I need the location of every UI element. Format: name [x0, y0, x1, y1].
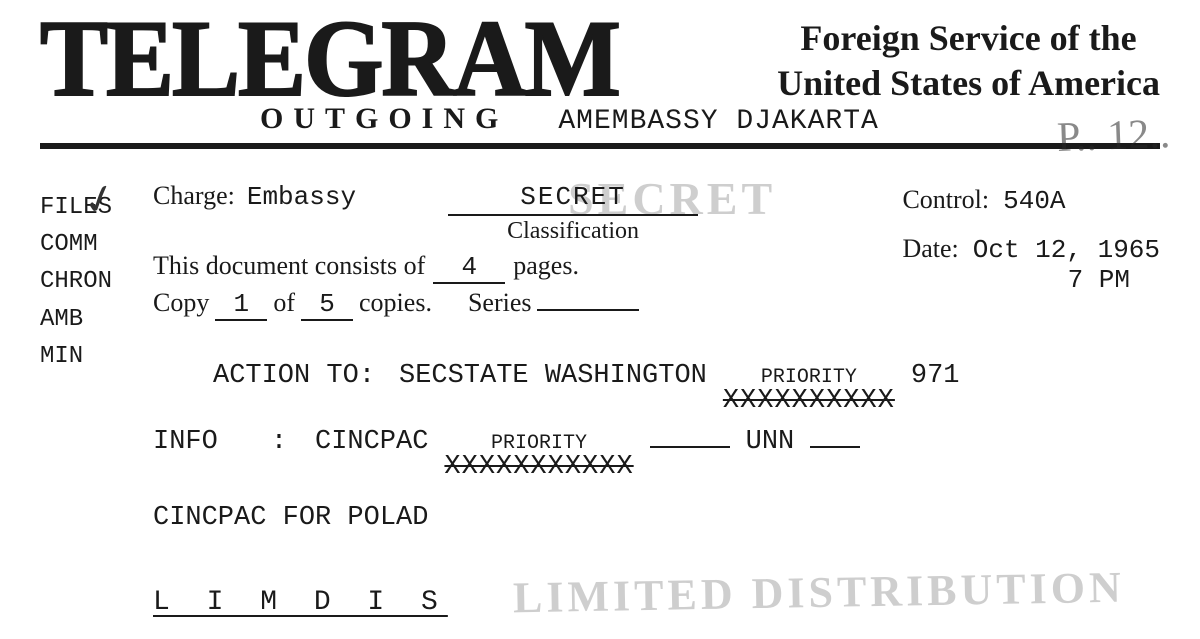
info-label: INFO [153, 415, 243, 469]
copy-of: of [273, 288, 295, 318]
time-row: 7 PM [902, 265, 1160, 295]
date-row: Date: Oct 12, 1965 [902, 234, 1160, 265]
series-label: Series [468, 288, 532, 318]
agency-line-1: Foreign Service of the [777, 16, 1160, 61]
control-label: Control: [902, 185, 989, 215]
pages-prefix: This document consists of [153, 251, 425, 281]
info-precedence-over: PRIORITY [491, 434, 587, 454]
action-number: 971 [911, 349, 960, 403]
agency-name: Foreign Service of the United States of … [777, 10, 1160, 106]
info-tag: UNN [746, 415, 795, 469]
charge-label: Charge: [153, 181, 235, 211]
limited-distribution-stamp: LIMITED DISTRIBUTION [512, 544, 1125, 639]
telegram-document: TELEGRAM Foreign Service of the United S… [0, 0, 1200, 631]
copy-number: 1 [215, 289, 267, 321]
action-label: ACTION TO: [213, 349, 383, 403]
info-precedence-struck: XXXXXXXXXXX [444, 454, 633, 481]
distribution-sidebar: ✓ FILES COMM CHRON AMB MIN [40, 167, 135, 375]
masthead: TELEGRAM Foreign Service of the United S… [40, 10, 1160, 106]
header-block: Control: 540A Date: Oct 12, 1965 7 PM Ch… [153, 167, 1160, 631]
info-destination: CINCPAC [315, 415, 428, 469]
info-row: INFO : CINCPAC PRIORITY XXXXXXXXXXX UNN [213, 415, 1160, 481]
agency-line-2: United States of America [777, 61, 1160, 106]
action-destination: SECSTATE WASHINGTON [399, 349, 707, 403]
limdis-marking: L I M D I S [153, 587, 448, 618]
masthead-rule [40, 143, 1160, 149]
sidebar-item: AMB [40, 301, 135, 338]
pages-suffix: pages. [513, 251, 579, 281]
action-precedence-over: PRIORITY [761, 368, 857, 388]
date-value: Oct 12, 1965 [973, 235, 1160, 265]
control-row: Control: 540A [902, 185, 1160, 216]
sidebar-item: COMM [40, 226, 135, 263]
classification-block: SECRET Classification SECRET [448, 182, 698, 245]
handwritten-annotation: P.. 12.. [1056, 110, 1171, 162]
control-date-column: Control: 540A Date: Oct 12, 1965 7 PM [902, 185, 1160, 295]
copy-suffix: copies. [359, 288, 432, 318]
series-value [537, 309, 639, 311]
sidebar-item: MIN [40, 338, 135, 375]
date-label: Date: [902, 234, 958, 264]
action-precedence: PRIORITY XXXXXXXXXX [723, 368, 895, 415]
cincpac-polad-line: CINCPAC FOR POLAD [153, 491, 1160, 545]
copy-total: 5 [301, 289, 353, 321]
info-precedence: PRIORITY XXXXXXXXXXX [444, 434, 633, 481]
routing-block: ACTION TO: SECSTATE WASHINGTON PRIORITY … [153, 349, 1160, 631]
classification-label: Classification [507, 218, 639, 245]
body-area: ✓ FILES COMM CHRON AMB MIN Control: 540A… [40, 167, 1160, 631]
action-precedence-struck: XXXXXXXXXX [723, 388, 895, 415]
action-row: ACTION TO: SECSTATE WASHINGTON PRIORITY … [213, 349, 1160, 415]
limdis-row: L I M D I S LIMITED DISTRIBUTION [153, 575, 1160, 631]
time-value: 7 PM [1068, 265, 1130, 295]
sidebar-item: CHRON [40, 263, 135, 300]
info-blank-1 [650, 446, 730, 448]
charge-value: Embassy [247, 182, 356, 212]
info-colon: : [259, 415, 299, 469]
copy-label: Copy [153, 288, 209, 318]
telegram-wordmark: TELEGRAM [40, 10, 619, 108]
info-blank-2 [810, 446, 860, 448]
control-value: 540A [1003, 186, 1065, 216]
pages-value: 4 [433, 252, 505, 284]
classification-value: SECRET [448, 182, 698, 216]
